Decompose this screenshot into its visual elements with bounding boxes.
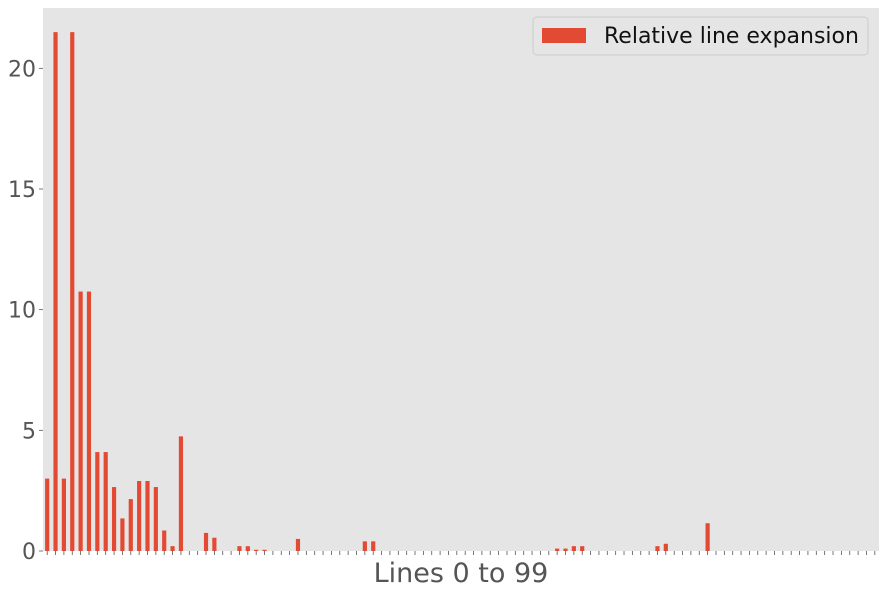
plot-area [43,8,879,551]
bar-line-73 [655,546,660,551]
legend-swatch [542,28,586,43]
bar-line-6 [95,452,100,551]
y-tick-label-20: 20 [8,57,36,82]
legend-box [532,16,869,56]
y-tick-label-0: 0 [22,540,36,565]
bars-group [45,32,710,551]
bar-line-63 [571,546,576,551]
bar-line-12 [145,481,150,551]
y-tick-label-5: 5 [22,419,36,444]
bar-line-62 [563,548,568,551]
y-tick-label-10: 10 [8,299,36,324]
bar-line-74 [663,543,668,551]
bar-line-4 [78,291,83,551]
bar-line-5 [86,291,92,551]
legend-label: Relative line expansion [604,24,859,49]
bar-line-3 [70,32,75,551]
bar-line-19 [203,532,209,551]
bar-line-25 [254,549,259,551]
bar-line-64 [580,546,585,551]
bar-line-7 [103,452,108,551]
bar-line-14 [162,530,167,551]
bar-line-61 [555,548,560,551]
bar-line-13 [153,487,158,551]
bar-line-11 [137,481,142,551]
y-tick-label-15: 15 [8,178,36,203]
bar-line-79 [705,523,710,551]
bar-line-0 [45,478,50,551]
y-ticks-group: 0 5 10 15 20 [8,57,43,565]
bar-line-10 [128,499,133,551]
x-ticks-group [46,551,876,555]
bar-line-1 [53,32,58,551]
bar-line-26 [262,549,267,551]
bar-line-8 [111,487,117,551]
bar-line-23 [237,546,242,551]
bar-line-2 [61,478,66,551]
bar-line-30 [295,538,301,551]
bar-line-38 [362,541,367,551]
bar-line-24 [245,546,250,551]
legend: Relative line expansion [532,16,869,56]
bar-line-15 [170,546,175,551]
bar-line-16 [178,436,184,551]
bar-line-20 [212,537,217,551]
bar-line-9 [120,518,125,551]
x-axis-label: Lines 0 to 99 [374,558,549,589]
bar-line-39 [371,541,376,551]
